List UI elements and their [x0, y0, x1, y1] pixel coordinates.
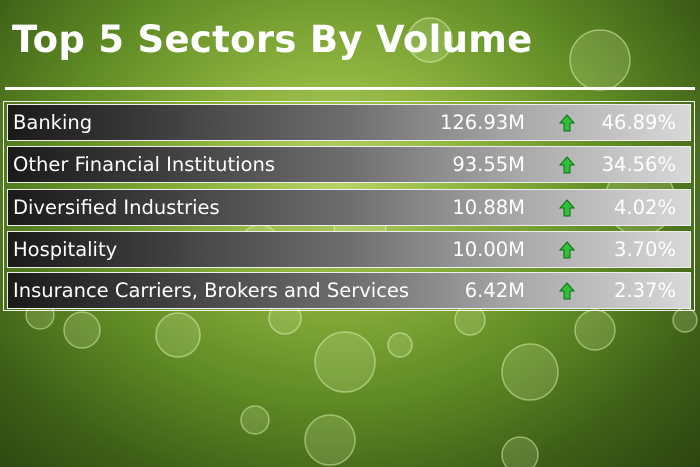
percent-change: 46.89% — [601, 111, 676, 134]
volume: 10.88M — [452, 196, 525, 219]
volume: 10.00M — [452, 238, 525, 261]
sector-row: Hospitality 10.00M 3.70% — [7, 231, 691, 268]
volume: 6.42M — [464, 279, 525, 302]
up-arrow — [559, 114, 575, 132]
sector-row: Diversified Industries 10.88M 4.02% — [7, 189, 691, 226]
volume: 126.93M — [439, 111, 525, 134]
sector-row: Insurance Carriers, Brokers and Services… — [7, 272, 691, 309]
sector-list: Banking 126.93M 46.89% Other Financial Inst… — [3, 101, 695, 311]
up-arrow — [559, 241, 575, 259]
sector-name: Hospitality — [13, 238, 118, 261]
sector-row: Banking 126.93M 46.89% — [7, 104, 691, 141]
divider — [5, 87, 695, 90]
sector-row: Other Financial Institutions 93.55M 34.56% — [7, 146, 691, 183]
up-arrow — [559, 199, 575, 217]
sector-name: Insurance Carriers, Brokers and Services — [13, 279, 410, 302]
volume: 93.55M — [452, 153, 525, 176]
up-arrow — [559, 156, 575, 174]
percent-change: 2.37% — [614, 279, 676, 302]
sector-name: Banking — [13, 111, 93, 134]
up-arrow — [559, 282, 575, 300]
sector-name: Diversified Industries — [13, 196, 220, 219]
percent-change: 34.56% — [601, 153, 676, 176]
sector-name: Other Financial Institutions — [13, 153, 276, 176]
title: Top 5 Sectors By Volume — [12, 18, 533, 61]
percent-change: 3.70% — [614, 238, 676, 261]
percent-change: 4.02% — [614, 196, 676, 219]
